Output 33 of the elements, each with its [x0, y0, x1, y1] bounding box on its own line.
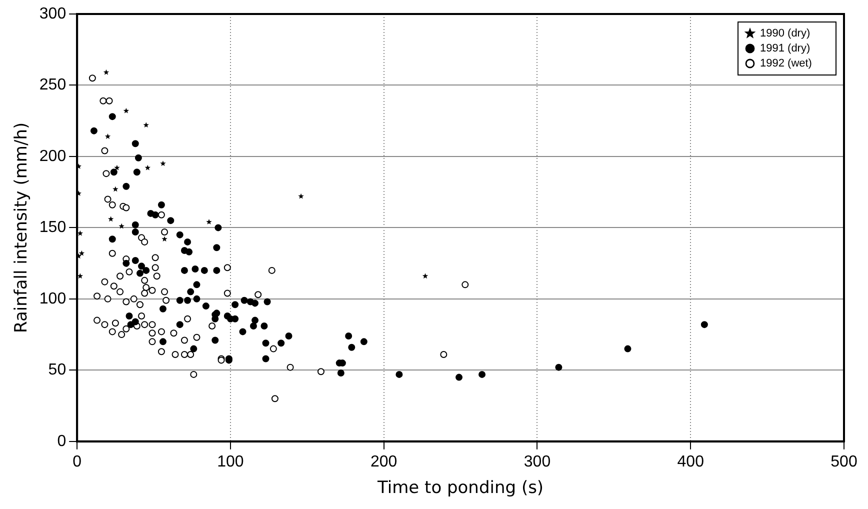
point — [422, 273, 428, 279]
y-tick-label: 250 — [39, 76, 66, 94]
y-tick-label: 100 — [39, 290, 66, 308]
x-tick-label: 400 — [677, 453, 704, 470]
x-axis-title: Time to ponding (s) — [376, 478, 544, 498]
legend-label: 1991 (dry) — [760, 42, 810, 55]
point — [298, 193, 304, 199]
point — [118, 223, 124, 229]
y-tick-label: 0 — [57, 432, 66, 450]
legend-label: 1990 (dry) — [760, 28, 810, 40]
x-tick-label: 300 — [524, 453, 551, 470]
x-tick-label: 100 — [217, 453, 244, 470]
point — [206, 219, 212, 224]
point — [160, 160, 166, 166]
point — [114, 164, 120, 170]
point — [103, 69, 110, 75]
point — [162, 236, 168, 242]
x-tick-label: 200 — [370, 453, 398, 470]
y-tick-label: 50 — [48, 362, 66, 379]
point — [144, 164, 151, 170]
point — [143, 122, 149, 128]
point — [104, 134, 111, 139]
point — [108, 216, 114, 222]
x-tick-label: 0 — [72, 453, 82, 470]
y-axis-title: Rainfall intensity (mm/h) — [12, 122, 32, 334]
y-tick-label: 200 — [39, 148, 66, 165]
legend-label: 1992 (wet) — [760, 58, 812, 70]
point — [78, 250, 85, 256]
point — [112, 186, 118, 192]
y-tick-label: 150 — [39, 219, 66, 236]
x-tick-label: 500 — [830, 453, 858, 470]
point — [123, 108, 130, 114]
y-tick-label: 300 — [39, 5, 66, 22]
